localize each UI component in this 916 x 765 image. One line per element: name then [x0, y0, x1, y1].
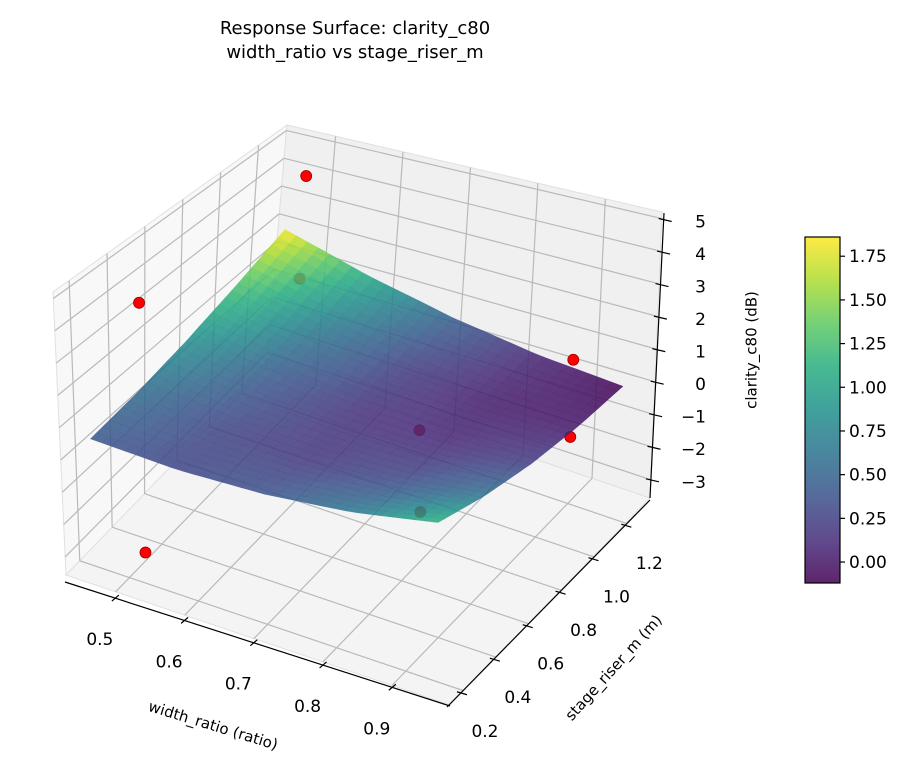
- gridline-z: [54, 157, 285, 332]
- z-tick-label: 5: [695, 213, 706, 233]
- gridline-z: [286, 129, 662, 220]
- y-tick-mark: [522, 624, 533, 629]
- x-tick-label: 0.6: [156, 652, 183, 672]
- gridline-z: [276, 240, 657, 350]
- y-tick-mark: [621, 523, 632, 528]
- data-point: [139, 546, 152, 559]
- chart-title: Response Surface: clarity_c80: [220, 18, 490, 39]
- data-point: [133, 296, 145, 309]
- y-axis-line: [446, 499, 651, 708]
- z-tick-mark: [655, 282, 669, 288]
- z-tick-mark: [652, 348, 666, 353]
- x-tick-mark: [111, 594, 120, 602]
- y-tick-mark: [456, 691, 468, 696]
- z-tick-mark: [648, 413, 663, 418]
- gridline-y: [79, 560, 464, 692]
- y-tick-mark: [555, 590, 566, 595]
- colorbar-tick-label: 1.75: [849, 247, 887, 267]
- data-point: [300, 170, 313, 182]
- z-tick-mark: [645, 478, 660, 483]
- x-tick-mark: [249, 639, 258, 647]
- colorbar-tick-label: 0.75: [849, 422, 887, 442]
- colorbar-tick-label: 0.00: [849, 553, 887, 573]
- x-tick-label: 0.8: [294, 697, 321, 717]
- z-tick-label: −1: [681, 408, 706, 428]
- x-tick-label: 0.5: [86, 630, 113, 650]
- gridline-y: [111, 526, 497, 658]
- gridline-y: [68, 280, 81, 561]
- gridline-z: [55, 185, 283, 364]
- chart-subtitle: width_ratio vs stage_riser_m: [226, 42, 483, 63]
- x-tick-mark: [180, 616, 189, 624]
- y-tick-label: 0.8: [570, 621, 597, 641]
- gridline-z: [283, 157, 661, 252]
- x-tick-mark: [319, 661, 327, 669]
- gridline-z: [57, 213, 280, 396]
- surface-patch: [425, 517, 445, 523]
- gridline-x: [591, 198, 606, 479]
- y-tick-label: 0.2: [471, 722, 498, 742]
- colorbar-tick-label: 1.00: [849, 378, 887, 398]
- y-tick-mark: [588, 557, 599, 562]
- data-point: [567, 353, 580, 366]
- gridline-z: [52, 130, 287, 299]
- colorbar-tick-label: 0.25: [849, 509, 887, 529]
- z-tick-mark: [658, 217, 672, 223]
- y-tick-label: 1.0: [603, 588, 630, 608]
- z-tick-label: −2: [681, 440, 706, 460]
- y-tick-label: 0.6: [537, 655, 564, 675]
- colorbar-tick-label: 0.50: [849, 466, 887, 486]
- gridline-z: [279, 213, 658, 318]
- gridline-y: [106, 253, 113, 528]
- z-tick-label: −3: [681, 473, 706, 493]
- z-tick-label: 2: [695, 310, 706, 330]
- z-tick-label: 4: [695, 245, 706, 265]
- colorbar-gradient: [804, 236, 841, 584]
- z-tick-mark: [650, 380, 664, 385]
- z-axis-line: [649, 212, 665, 499]
- gridline-z: [281, 185, 660, 285]
- z-tick-label: 3: [695, 278, 706, 298]
- response-surface: [89, 229, 624, 523]
- z-tick-mark: [656, 250, 671, 255]
- gridline-z: [58, 241, 278, 429]
- colorbar: 0.00 0.25 0.50 0.75 1.00 1.25 1.50 1.75: [804, 236, 887, 584]
- y-tick-label: 0.4: [504, 688, 531, 708]
- z-tick-mark: [653, 315, 668, 320]
- gridline-y: [144, 493, 529, 625]
- x-tick-label: 0.9: [363, 719, 390, 739]
- axes: 0.5 0.6 0.7 0.8 0.9 0.2 0.4 0.6 0.8 1.0 1.2 −3 −2 −1 0…: [64, 212, 706, 742]
- z-axis-label: clarity_c80 (dB): [743, 291, 762, 409]
- colorbar-tick-label: 1.25: [849, 335, 887, 355]
- z-tick-label: 1: [695, 343, 706, 363]
- x-tick-mark: [388, 683, 397, 691]
- y-tick-mark: [489, 657, 501, 662]
- x-axis-label: width_ratio (ratio): [146, 697, 280, 754]
- colorbar-tick-label: 1.50: [849, 291, 887, 311]
- y-tick-label: 1.2: [636, 554, 663, 574]
- x-axis-line: [64, 581, 451, 707]
- gridline-x: [391, 477, 593, 686]
- x-tick-label: 0.7: [225, 675, 252, 695]
- z-tick-label: 0: [695, 375, 706, 395]
- z-tick-mark: [647, 445, 661, 450]
